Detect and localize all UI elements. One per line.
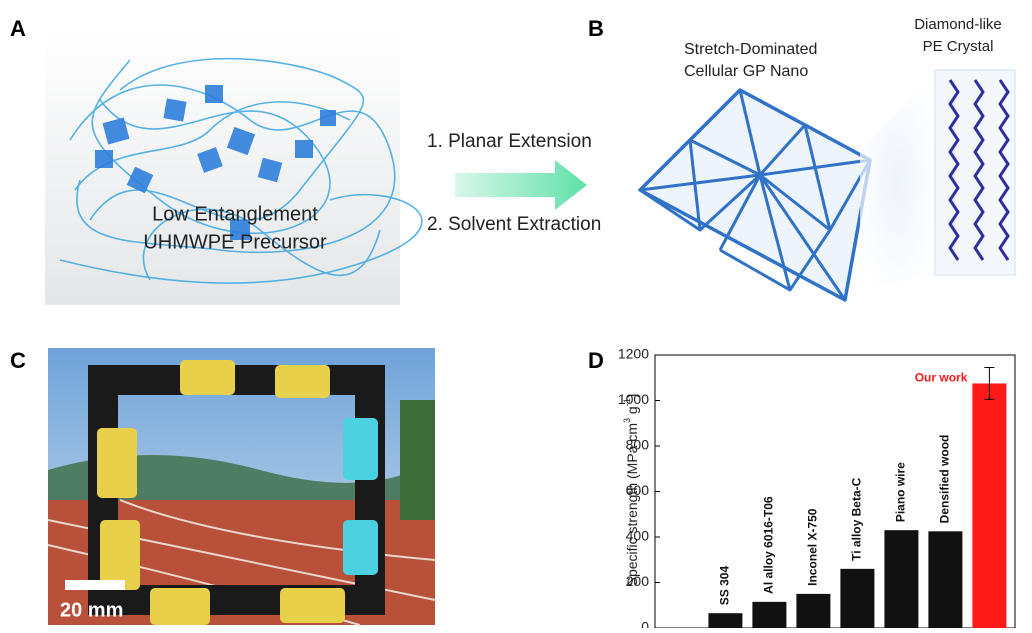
category-label: Inconel X-750 [806,508,820,586]
category-label: Densified wood [938,435,952,524]
structure-label: Stretch-Dominated [684,41,817,58]
photo [48,348,435,625]
panel-label: D [588,348,604,373]
bar [840,569,874,628]
process-step: 2. Solvent Extraction [427,214,601,235]
bar [752,602,786,628]
y-axis-label-part: Specific strength (MPa cm [624,423,640,586]
crystal-label: PE Crystal [923,38,994,55]
bar [884,530,918,628]
y-axis-label: Specific strength (MPa cm3 g-1) [622,394,639,587]
bar [796,594,830,628]
panel-label: B [588,16,604,41]
panel-label: C [10,348,26,373]
category-label: Piano wire [894,462,908,522]
caption: Low Entanglement [152,203,318,225]
category-label: Ti alloy Beta-C [850,477,864,560]
caption: UHMWPE Precursor [143,231,327,253]
structure-label: Cellular GP Nano [684,63,808,80]
process-arrow [455,160,587,210]
category-label: SS 304 [718,566,732,606]
category-label: Al alloy 6016-T06 [762,496,776,594]
y-axis-label-part: -1 [622,398,632,406]
scale-bar-label: 20 mm [60,599,123,621]
process-step: 1. Planar Extension [427,131,592,152]
y-axis-label-part: ) [624,394,640,399]
figure: A B C D Low Entanglement UHMWPE Prec [0,0,1032,628]
cellular-mesh [640,90,870,300]
crystal-illustration [935,70,1015,275]
crystal-label: Diamond-like [914,16,1002,33]
y-tick-label: 0 [641,619,649,628]
precursor-illustration [45,30,422,305]
zoom-glow [860,75,935,290]
bar [708,613,742,628]
bar [928,531,962,628]
bar [972,383,1006,628]
category-label: Our work [915,371,968,385]
y-axis-label-part: g [624,406,640,418]
panel-label: A [10,16,26,41]
y-tick-label: 1200 [618,346,649,362]
